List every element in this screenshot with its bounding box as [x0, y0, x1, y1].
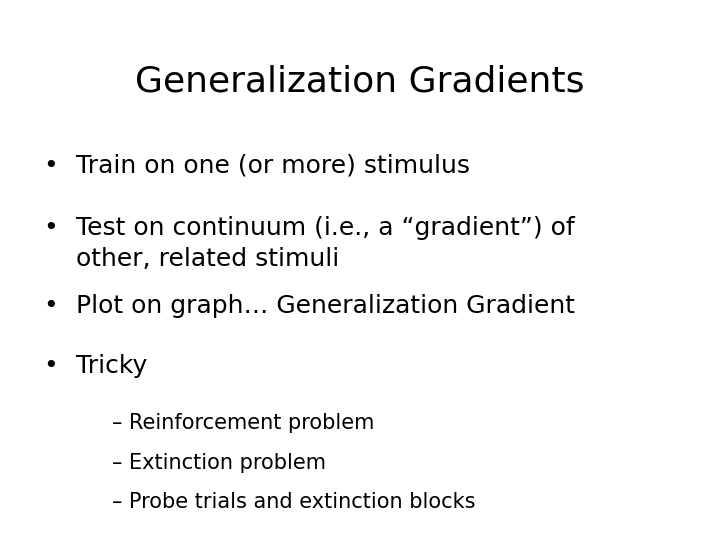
- Text: •: •: [43, 294, 58, 318]
- Text: Generalization Gradients: Generalization Gradients: [135, 65, 585, 99]
- Text: •: •: [43, 354, 58, 377]
- Text: Tricky: Tricky: [76, 354, 147, 377]
- Text: Train on one (or more) stimulus: Train on one (or more) stimulus: [76, 154, 469, 178]
- Text: – Probe trials and extinction blocks: – Probe trials and extinction blocks: [112, 492, 475, 512]
- Text: Test on continuum (i.e., a “gradient”) of
other, related stimuli: Test on continuum (i.e., a “gradient”) o…: [76, 216, 575, 271]
- Text: •: •: [43, 154, 58, 178]
- Text: •: •: [43, 216, 58, 240]
- Text: Plot on graph… Generalization Gradient: Plot on graph… Generalization Gradient: [76, 294, 575, 318]
- Text: – Extinction problem: – Extinction problem: [112, 453, 325, 472]
- Text: – Reinforcement problem: – Reinforcement problem: [112, 413, 374, 433]
